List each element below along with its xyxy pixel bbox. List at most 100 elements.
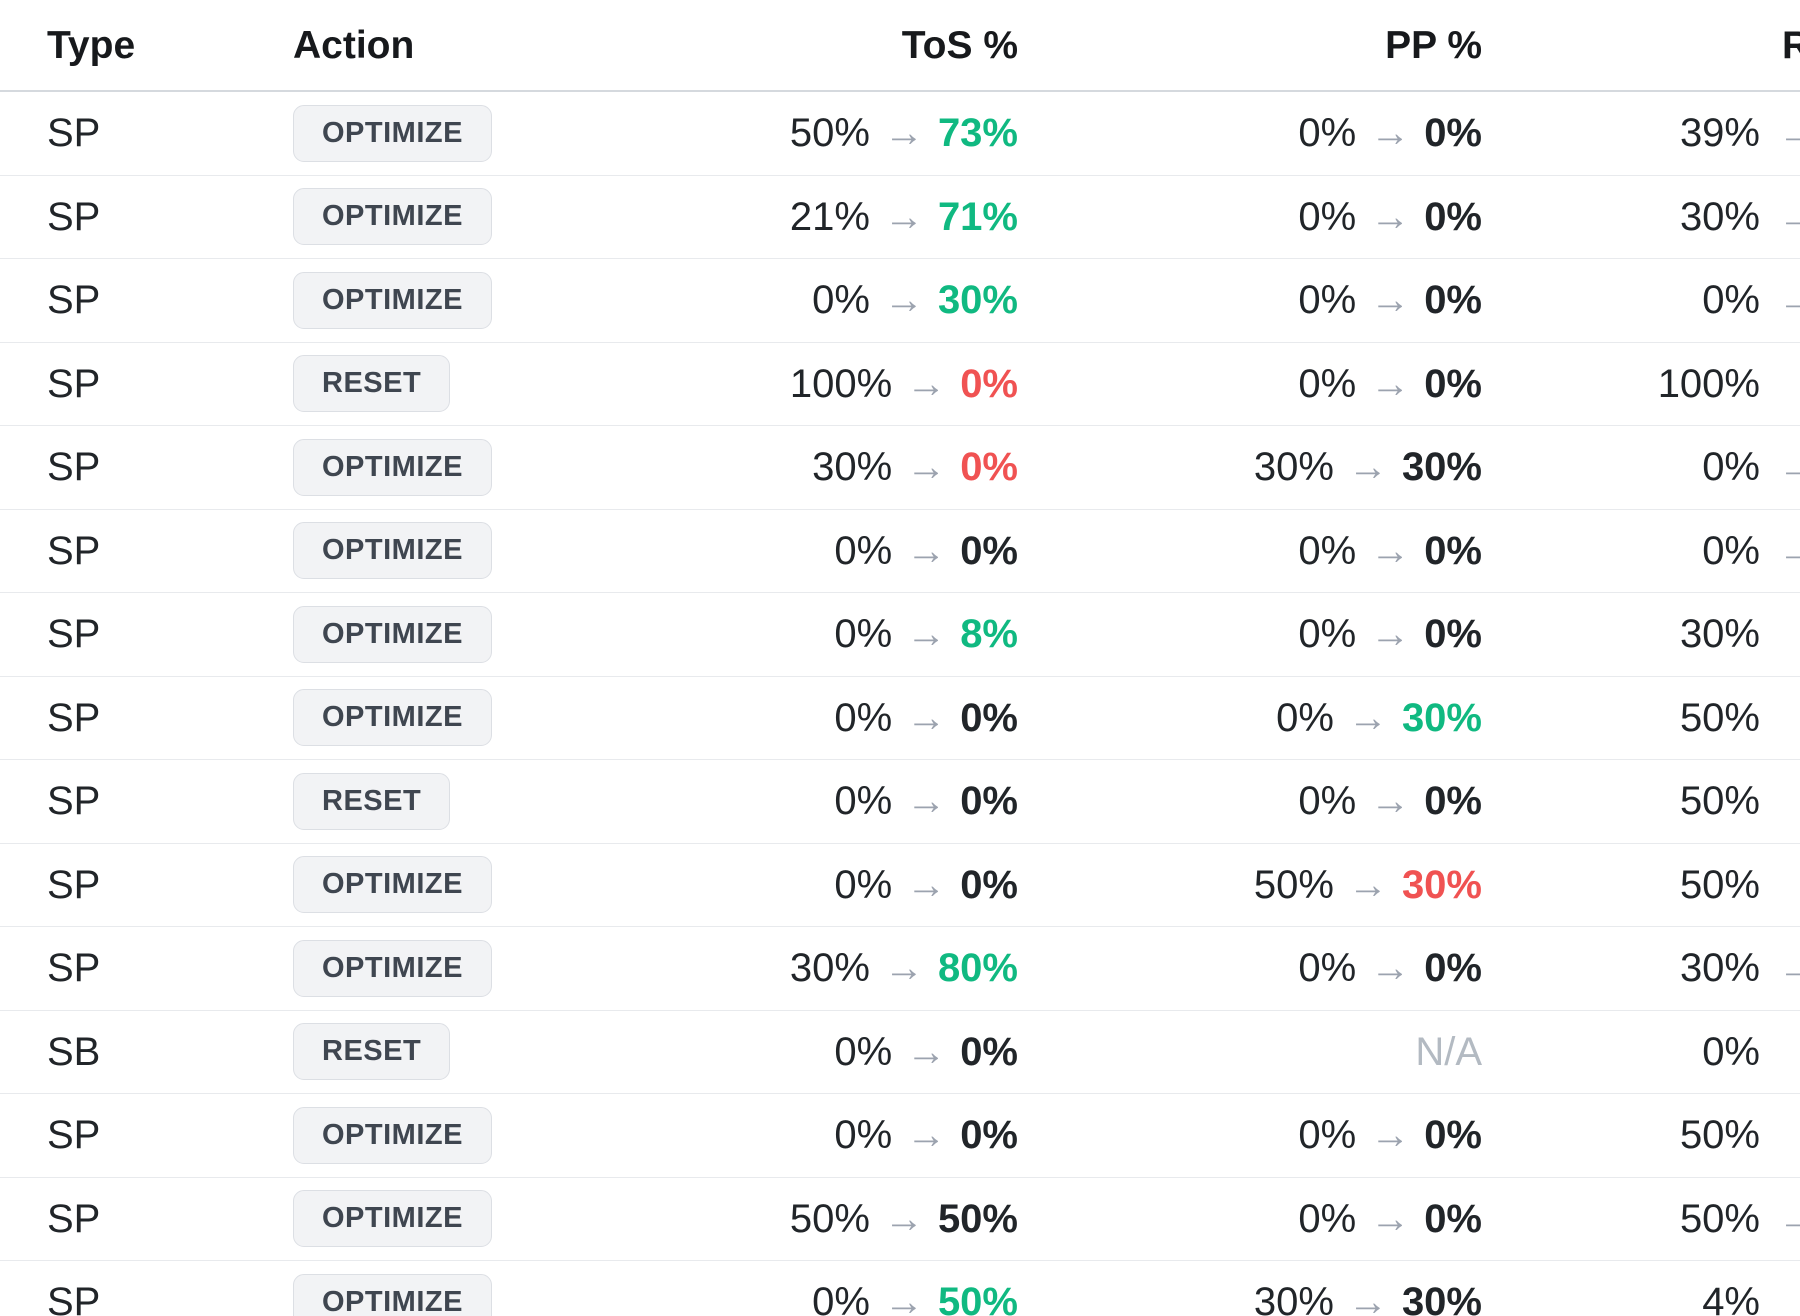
action-button[interactable]: OPTIMIZE [293, 939, 492, 997]
table-row: SP OPTIMIZE 50% → 73% 0% → 0% 39% → [0, 92, 1800, 176]
change-to: 0% [1424, 1196, 1482, 1241]
action-cell: RESET [246, 1023, 676, 1081]
change-arrow-icon: → [883, 1196, 924, 1241]
tos-cell: 0% → 50% [676, 1282, 1018, 1316]
last-from-value: 30% [1679, 194, 1760, 239]
change-arrow-icon: → [883, 278, 924, 323]
last-from-value: 4% [1702, 1280, 1760, 1316]
last-from-value: 50% [1679, 695, 1760, 740]
change-from: 0% [812, 1280, 870, 1316]
tos-cell: 21% → 71% [676, 197, 1018, 237]
tos-cell: 0% → 0% [676, 531, 1018, 571]
last-from-value: 50% [1679, 1113, 1760, 1158]
col-header-type: Type [47, 23, 136, 67]
change-to: 0% [960, 779, 1018, 824]
action-button[interactable]: RESET [293, 1023, 451, 1081]
change-arrow-icon: → [883, 946, 924, 991]
change-arrow-icon: → [883, 194, 924, 239]
table-row: SP OPTIMIZE 0% → 0% 0% → 0% 0% → [0, 510, 1800, 593]
last-from-value: 30% [1679, 612, 1760, 657]
last-cell: 30% → [1482, 927, 1800, 1010]
change-to: 30% [1401, 862, 1482, 907]
last-from-value: 50% [1679, 779, 1760, 824]
change-from: 0% [834, 528, 893, 573]
table-row: SP OPTIMIZE 0% → 0% 0% → 30% 50% [0, 677, 1800, 760]
change-arrow-icon: → [883, 111, 924, 156]
last-cell: 0% → [1482, 259, 1800, 342]
change-arrow-icon: → [1347, 445, 1388, 490]
action-button[interactable]: OPTIMIZE [293, 438, 492, 496]
action-button[interactable]: RESET [293, 772, 451, 830]
change-to: 0% [960, 1029, 1018, 1074]
change-arrow-icon: → [906, 361, 947, 406]
change-from: 30% [789, 946, 870, 991]
tos-cell: 0% → 30% [676, 280, 1018, 320]
change-to: 30% [1401, 445, 1482, 490]
change-to: 30% [1401, 1280, 1482, 1316]
type-cell: SP [47, 862, 101, 907]
pp-cell: 50% → 30% [1018, 865, 1482, 905]
change-arrow-icon: → [1370, 1196, 1411, 1241]
change-from: 100% [789, 361, 893, 406]
change-arrow-icon: → [906, 695, 947, 740]
change-to: 50% [937, 1280, 1018, 1316]
action-button[interactable]: OPTIMIZE [293, 271, 492, 329]
action-button[interactable]: OPTIMIZE [293, 188, 492, 246]
change-to: 50% [937, 1196, 1018, 1241]
pp-cell: 0% → 30% [1018, 698, 1482, 738]
action-button[interactable]: RESET [293, 355, 451, 413]
action-cell: OPTIMIZE [246, 1106, 676, 1164]
action-button[interactable]: OPTIMIZE [293, 856, 492, 914]
col-header-pp: PP % [1385, 23, 1482, 67]
tos-cell: 0% → 0% [676, 1115, 1018, 1155]
change-to: 73% [937, 111, 1018, 156]
action-cell: RESET [246, 355, 676, 413]
last-arrow-icon: → [1778, 111, 1800, 156]
action-cell: OPTIMIZE [246, 438, 676, 496]
change-from: 0% [1298, 612, 1357, 657]
action-button[interactable]: OPTIMIZE [293, 1106, 492, 1164]
tos-cell: 30% → 80% [676, 948, 1018, 988]
action-button[interactable]: OPTIMIZE [293, 104, 492, 162]
action-button[interactable]: OPTIMIZE [293, 605, 492, 663]
change-from: 0% [1298, 779, 1357, 824]
change-from: 50% [789, 111, 870, 156]
change-arrow-icon: → [1370, 361, 1411, 406]
change-to: 80% [937, 946, 1018, 991]
change-to: 0% [1424, 528, 1482, 573]
tos-cell: 0% → 0% [676, 698, 1018, 738]
change-to: 30% [937, 278, 1018, 323]
change-to: 30% [1401, 695, 1482, 740]
action-cell: RESET [246, 772, 676, 830]
tos-cell: 0% → 0% [676, 865, 1018, 905]
change-arrow-icon: → [1370, 612, 1411, 657]
change-from: 0% [834, 779, 893, 824]
change-arrow-icon: → [906, 1113, 947, 1158]
change-from: 30% [812, 445, 893, 490]
table-row: SP OPTIMIZE 0% → 0% 50% → 30% 50% [0, 844, 1800, 927]
last-from-value: 39% [1679, 111, 1760, 156]
table-row: SP OPTIMIZE 0% → 8% 0% → 0% 30% [0, 593, 1800, 677]
change-from: 30% [1253, 1280, 1334, 1316]
change-from: 0% [1298, 946, 1357, 991]
change-arrow-icon: → [906, 779, 947, 824]
action-button[interactable]: OPTIMIZE [293, 1190, 492, 1248]
change-arrow-icon: → [906, 862, 947, 907]
action-button[interactable]: OPTIMIZE [293, 689, 492, 747]
table-row: SB RESET 0% → 0% N/A 0% [0, 1011, 1800, 1094]
action-button[interactable]: OPTIMIZE [293, 522, 492, 580]
change-from: 0% [834, 1113, 893, 1158]
last-cell: 50% [1482, 844, 1800, 927]
last-from-value: 50% [1679, 862, 1760, 907]
pp-cell: 0% → 0% [1018, 948, 1482, 988]
change-arrow-icon: → [1370, 278, 1411, 323]
type-cell: SP [47, 528, 101, 573]
action-button[interactable]: OPTIMIZE [293, 1273, 492, 1316]
action-cell: OPTIMIZE [246, 271, 676, 329]
change-to: 0% [960, 862, 1018, 907]
na-value: N/A [1415, 1029, 1482, 1074]
last-from-value: 0% [1702, 528, 1760, 573]
last-cell: 50% [1482, 1094, 1800, 1177]
type-cell: SP [47, 445, 101, 490]
